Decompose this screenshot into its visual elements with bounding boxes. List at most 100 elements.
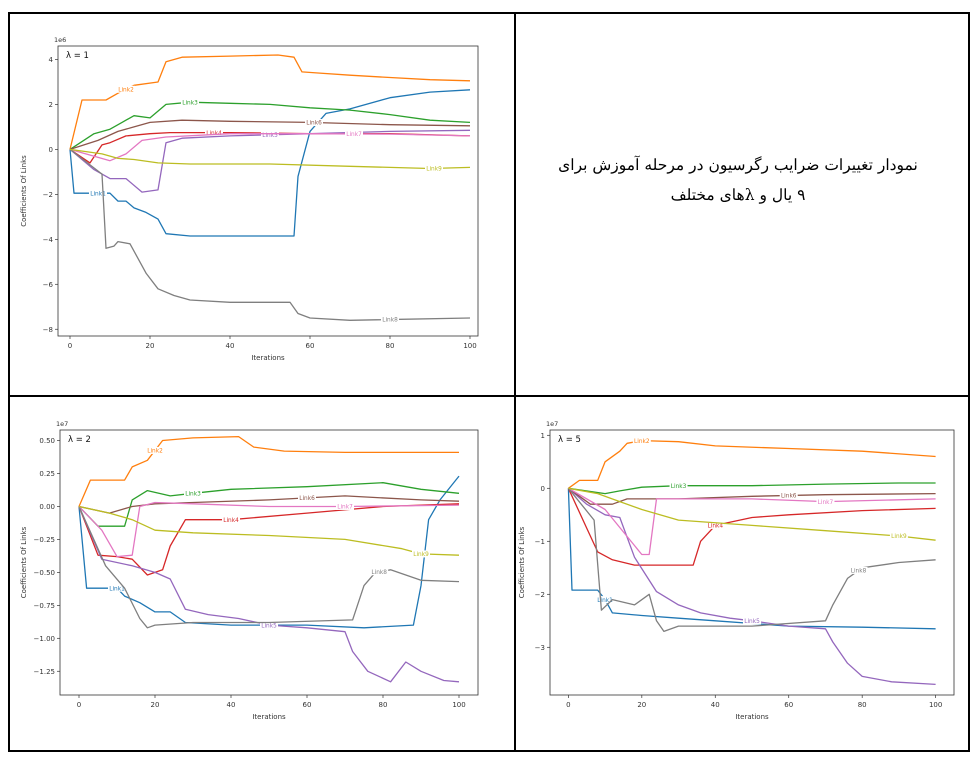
axis-offset-label: 1e7: [546, 420, 558, 428]
caption-line-2: ۹ یال و λهای مختلف: [670, 186, 806, 204]
plot-frame: [549, 429, 955, 696]
series-line-link8: [69, 148, 471, 321]
chart-lambda-1: 0 20 40 60 80 100 −8 −6 −4 −2 0 2 4 1e6 Iterations Coef…: [20, 36, 479, 362]
x-tick-label: 60: [306, 342, 315, 350]
x-tick-label: 80: [379, 701, 388, 709]
x-tick-label: 60: [303, 701, 312, 709]
series-label-link7: Link7: [346, 132, 362, 138]
y-tick-label: −1: [535, 538, 545, 546]
y-tick-label: 0.00: [39, 503, 55, 511]
series-label-bg: [305, 119, 323, 127]
series-label-bg: [706, 521, 725, 529]
x-tick-label: 20: [151, 701, 160, 709]
lambda-annotation: λ = 5: [558, 435, 581, 445]
y-tick-label: 1: [541, 432, 545, 440]
series-label-link5: Link5: [262, 133, 278, 139]
series-label-link1: Link1: [90, 191, 106, 197]
series-line-link7: [568, 487, 936, 556]
series-line-link1: [567, 488, 936, 630]
series-line-link6: [69, 119, 471, 151]
y-axis-label: Coefficients Of Links: [518, 526, 526, 598]
series-label-link3: Link3: [671, 484, 687, 490]
series-label-link8: Link8: [382, 318, 398, 324]
y-tick-label: −0.50: [34, 569, 55, 577]
y-tick-label: −1.25: [34, 668, 55, 676]
series-label-link2: Link2: [147, 449, 163, 455]
series-label-bg: [181, 98, 199, 106]
series-label-link9: Link9: [891, 534, 907, 540]
lambda-annotation: λ = 1: [66, 51, 89, 61]
x-axis-label: Iterations: [735, 713, 769, 721]
series-line-link8: [78, 506, 460, 629]
y-tick-label: −4: [43, 236, 54, 244]
series-line-link6: [78, 495, 460, 514]
caption-line-1: نمودار تغییرات ضرایب رگرسیون در مرحله آم…: [558, 156, 918, 174]
series-line-link3: [69, 101, 471, 150]
series-label-link3: Link3: [185, 491, 201, 497]
x-tick-label: 0: [566, 701, 570, 709]
y-tick-label: −6: [43, 281, 54, 289]
series-line-link7: [78, 501, 460, 558]
y-tick-label: −1.00: [34, 635, 55, 643]
x-tick-label: 40: [711, 701, 720, 709]
series-label-link2: Link2: [634, 439, 650, 445]
series-label-link9: Link9: [426, 167, 442, 173]
series-line-link3: [78, 482, 460, 527]
x-tick-label: 20: [637, 701, 646, 709]
series-label-link6: Link6: [299, 496, 315, 502]
plot-frame: [57, 45, 479, 337]
y-tick-label: 2: [49, 101, 53, 109]
series-label-link1: Link1: [597, 598, 613, 604]
series-label-bg: [743, 617, 761, 625]
x-tick-label: 100: [929, 701, 942, 709]
series-label-bg: [412, 550, 430, 558]
x-tick-label: 20: [146, 342, 155, 350]
series-label-bg: [345, 130, 363, 138]
series-group: Link1 Link2 Link3 Link4 Link5 Link6 Link7 Link8…: [78, 435, 460, 683]
series-group: Link1 Link2 Link3 Link4 Link5 Link6 Link7 Link8…: [567, 437, 936, 686]
series-label-bg: [669, 482, 688, 490]
x-tick-label: 0: [68, 342, 72, 350]
x-tick-label: 60: [784, 701, 793, 709]
series-line-link4: [567, 488, 936, 566]
x-tick-label: 100: [463, 342, 476, 350]
series-line-link2: [568, 439, 936, 489]
series-label-bg: [205, 129, 223, 137]
x-tick-label: 80: [386, 342, 395, 350]
series-label-link4: Link4: [707, 524, 723, 530]
series-label-bg: [222, 516, 240, 524]
x-tick-label: 100: [452, 701, 465, 709]
x-tick-label: 80: [858, 701, 867, 709]
y-tick-label: −2: [43, 191, 53, 199]
series-label-link1: Link1: [109, 586, 125, 592]
series-label-bg: [381, 316, 399, 324]
series-label-bg: [425, 164, 443, 172]
series-label-link2: Link2: [118, 87, 134, 93]
series-line-link9: [78, 505, 460, 556]
series-line-link5: [567, 487, 936, 686]
y-tick-label: −8: [43, 326, 53, 334]
series-label-bg: [261, 131, 279, 139]
series-line-link6: [568, 487, 936, 505]
plot-frame: [59, 429, 479, 696]
series-line-link4: [78, 503, 460, 576]
table-divider-horizontal: [10, 395, 968, 397]
y-tick-label: −2: [535, 591, 545, 599]
axis-offset-label: 1e6: [54, 36, 66, 44]
series-label-link8: Link8: [851, 569, 867, 575]
x-axis-label: Iterations: [251, 354, 285, 362]
series-line-link5: [69, 129, 471, 193]
y-axis-label: Coefficients Of Links: [20, 155, 28, 227]
series-label-bg: [336, 502, 354, 510]
y-tick-label: −0.75: [34, 602, 55, 610]
series-label-link7: Link7: [337, 505, 353, 511]
series-label-link8: Link8: [371, 570, 387, 576]
y-axis-label: Coefficients Of Links: [20, 526, 28, 598]
series-label-link5: Link5: [261, 623, 277, 629]
series-label-link7: Link7: [818, 500, 834, 506]
series-label-bg: [816, 498, 835, 506]
series-label-bg: [632, 437, 651, 445]
series-label-bg: [146, 446, 164, 454]
series-label-bg: [370, 568, 389, 576]
